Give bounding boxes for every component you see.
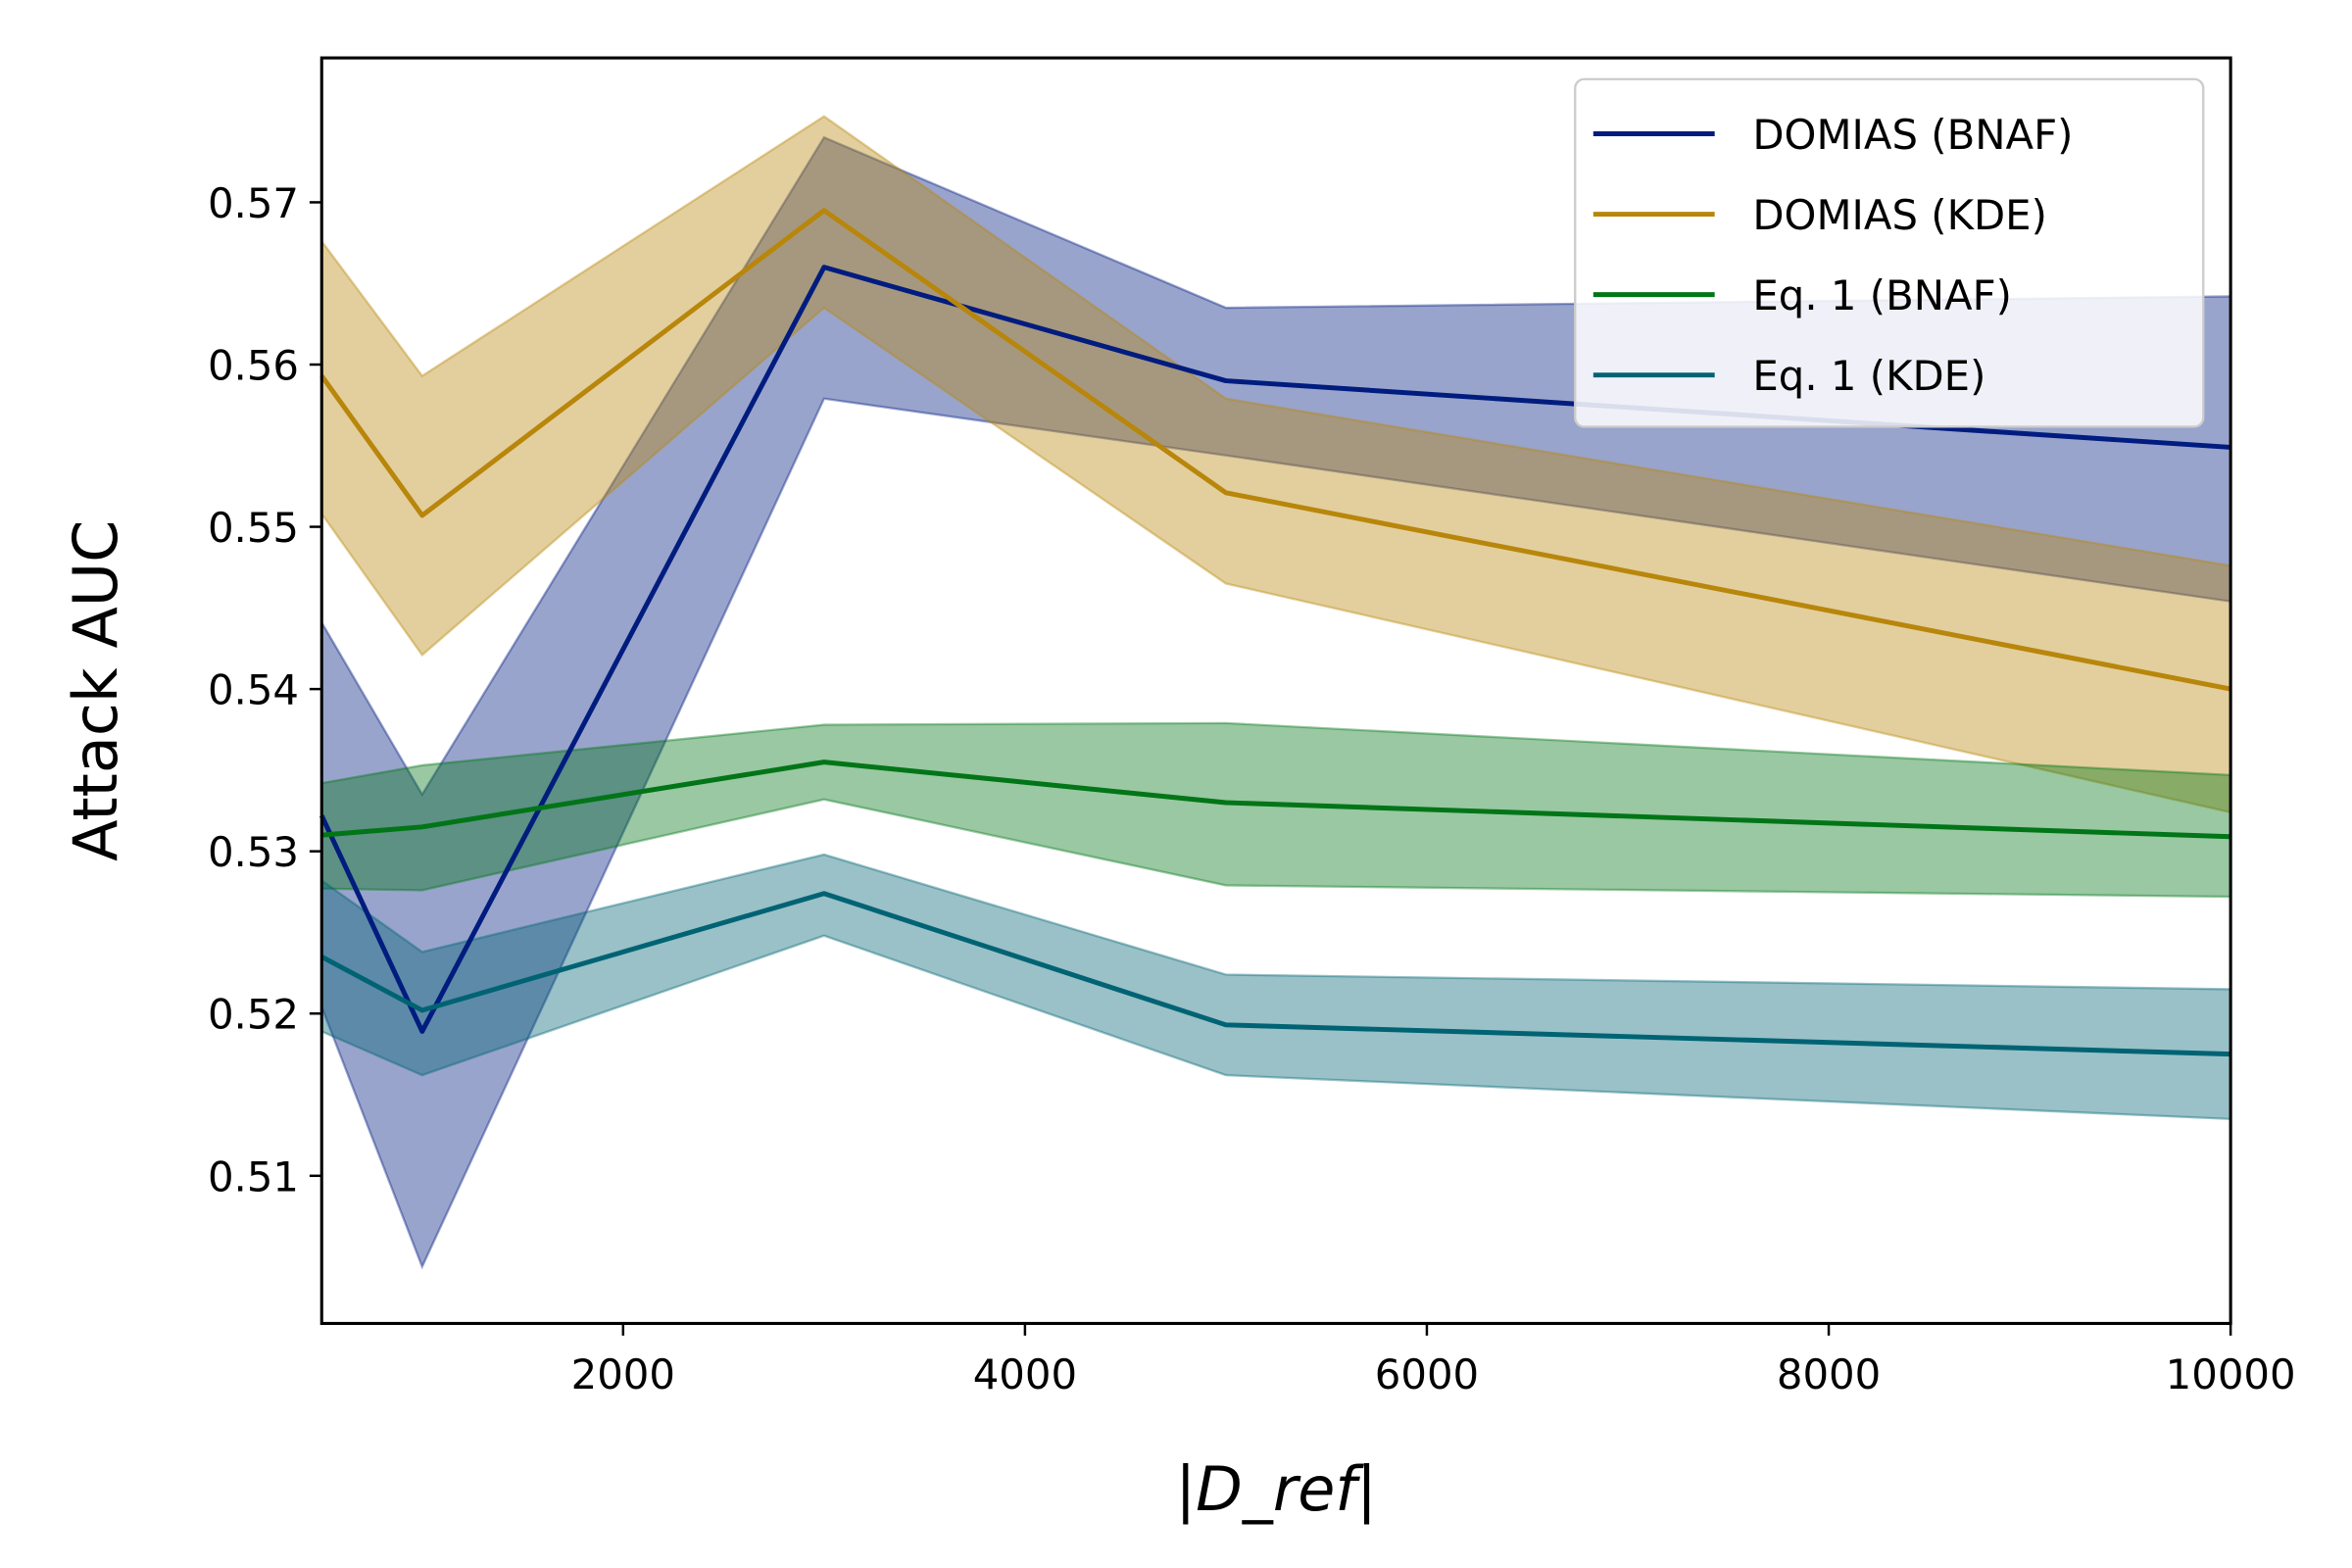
y-axis: 0.51 0.52 0.53 0.54 0.55 0.56 0.57 bbox=[208, 179, 322, 1200]
x-tick-label: 6000 bbox=[1375, 1350, 1479, 1398]
series-line-3 bbox=[320, 891, 2231, 1057]
legend-label: Eq. 1 (BNAF) bbox=[1752, 271, 2012, 319]
x-tick-label: 8000 bbox=[1777, 1350, 1881, 1398]
y-tick-label: 0.53 bbox=[208, 828, 299, 876]
x-tick-label: 4000 bbox=[973, 1350, 1077, 1398]
y-tick-label: 0.55 bbox=[208, 504, 299, 552]
y-tick-label: 0.52 bbox=[208, 991, 299, 1039]
x-axis-label: |D_ref| bbox=[1175, 1454, 1377, 1526]
legend-label: DOMIAS (KDE) bbox=[1752, 191, 2047, 239]
x-tick-label: 2000 bbox=[571, 1350, 675, 1398]
legend-label: DOMIAS (BNAF) bbox=[1752, 111, 2073, 159]
y-tick-label: 0.57 bbox=[208, 179, 299, 227]
y-tick-label: 0.51 bbox=[208, 1152, 299, 1200]
x-axis: 2000 4000 6000 8000 10000 bbox=[571, 1323, 2296, 1398]
y-tick-label: 0.56 bbox=[208, 341, 299, 389]
series-line-2 bbox=[321, 760, 2231, 840]
band-2 bbox=[320, 721, 2232, 899]
plot-frame bbox=[319, 56, 2232, 1325]
x-tick-label: 10000 bbox=[2166, 1350, 2296, 1398]
legend-label: Eq. 1 (KDE) bbox=[1752, 352, 1985, 400]
series-lines bbox=[319, 208, 2231, 1057]
series-line-0 bbox=[319, 265, 2231, 1034]
y-axis-label: Attack AUC bbox=[61, 520, 131, 861]
series-line-1 bbox=[319, 208, 2231, 692]
legend: DOMIAS (BNAF) DOMIAS (KDE) Eq. 1 (BNAF) Eq.… bbox=[1574, 77, 2205, 428]
y-tick-label: 0.54 bbox=[208, 666, 299, 714]
legend-box bbox=[1574, 77, 2205, 428]
